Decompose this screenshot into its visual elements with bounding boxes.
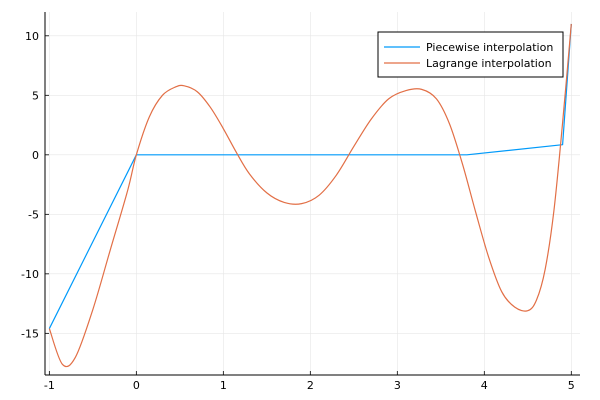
y-tick-label: 10: [25, 30, 39, 43]
axes: [44, 12, 580, 376]
legend-label-lagrange: Lagrange interpolation: [426, 57, 552, 70]
series-line-lagrange: [48, 23, 572, 368]
x-tick-label: -1: [44, 379, 55, 392]
x-tick-label: 2: [307, 379, 314, 392]
y-tick-label: -5: [28, 208, 39, 221]
x-tick-label: 0: [133, 379, 140, 392]
legend: Piecewise interpolation Lagrange interpo…: [377, 31, 564, 78]
y-tick-label: 5: [32, 89, 39, 102]
series-line-piecewise: [48, 23, 572, 329]
x-tick-label: 4: [481, 379, 488, 392]
series-group: [48, 23, 572, 368]
x-tick-label: 3: [394, 379, 401, 392]
y-tick-label: -10: [21, 268, 39, 281]
y-tick-label: -15: [21, 327, 39, 340]
legend-box: [377, 31, 564, 78]
x-tick-label: 5: [568, 379, 575, 392]
legend-label-piecewise: Piecewise interpolation: [426, 41, 553, 54]
x-tick-label: 1: [220, 379, 227, 392]
y-tick-label: 0: [32, 149, 39, 162]
